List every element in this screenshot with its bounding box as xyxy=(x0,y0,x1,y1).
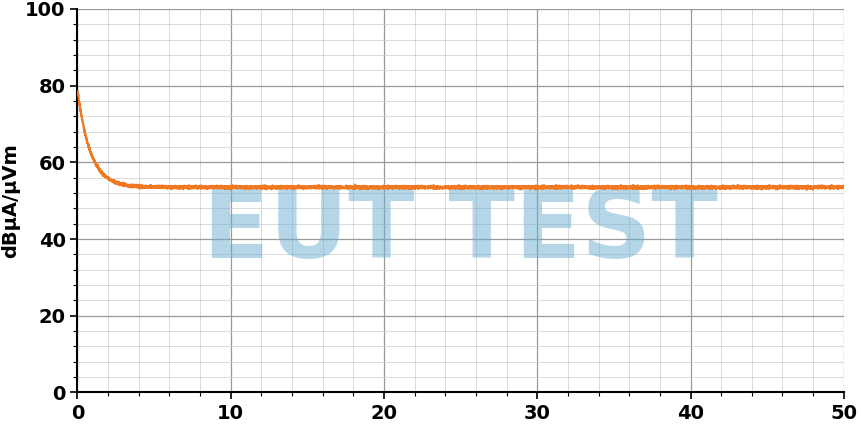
Text: EUT TEST: EUT TEST xyxy=(203,185,718,278)
Y-axis label: dBμA/μVm: dBμA/μVm xyxy=(1,143,20,258)
